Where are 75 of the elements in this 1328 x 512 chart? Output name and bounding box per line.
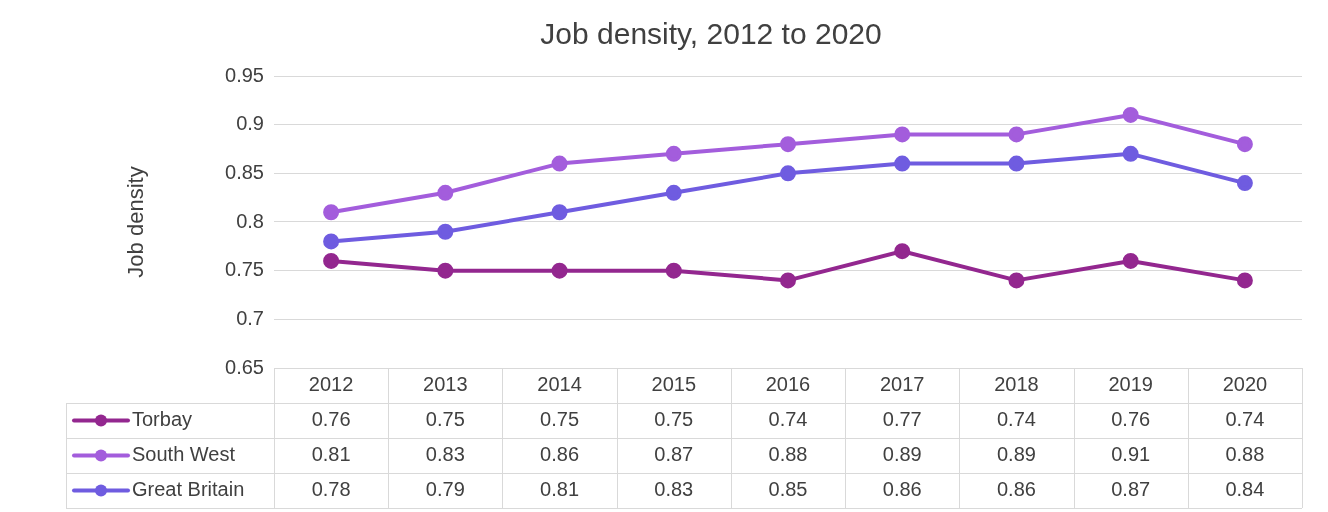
data-label: 0.88 bbox=[1225, 443, 1265, 466]
data-label: 0.86 bbox=[882, 478, 922, 501]
point bbox=[437, 223, 454, 240]
y-tick-label: 0.85 bbox=[225, 160, 264, 183]
point bbox=[665, 184, 682, 201]
point bbox=[323, 252, 340, 269]
x-tick-label: 2017 bbox=[879, 373, 925, 396]
point bbox=[437, 184, 454, 201]
point bbox=[1122, 106, 1139, 123]
y-tick-label: 0.65 bbox=[225, 355, 264, 378]
point bbox=[1122, 252, 1139, 269]
point bbox=[323, 233, 340, 250]
point bbox=[780, 272, 796, 289]
x-tick-label: 2013 bbox=[423, 373, 468, 396]
point bbox=[1008, 272, 1025, 289]
data-label: 0.81 bbox=[311, 443, 351, 466]
data-label: 0.85 bbox=[768, 478, 808, 501]
y-tick-label: 0.75 bbox=[225, 258, 264, 281]
legend-label: Great Britain bbox=[132, 478, 245, 501]
data-label: 0.84 bbox=[1225, 478, 1265, 501]
data-label: 0.87 bbox=[1111, 478, 1151, 501]
x-tick-label: 2012 bbox=[308, 373, 354, 396]
y-tick-label: 0.7 bbox=[236, 306, 264, 329]
chart-title: Job density, 2012 to 2020 bbox=[540, 17, 882, 51]
point bbox=[894, 155, 911, 172]
point bbox=[894, 126, 911, 143]
point bbox=[437, 262, 454, 279]
x-tick-label: 2015 bbox=[651, 373, 697, 396]
point bbox=[780, 136, 796, 153]
point bbox=[551, 204, 568, 221]
data-label: 0.76 bbox=[1111, 408, 1151, 431]
legend-label: South West bbox=[132, 443, 236, 466]
y-tick-label: 0.9 bbox=[236, 112, 264, 135]
x-tick-label: 2020 bbox=[1222, 373, 1268, 396]
data-label: 0.86 bbox=[996, 478, 1036, 501]
y-tick-label: 0.95 bbox=[225, 63, 264, 86]
data-label: 0.87 bbox=[654, 443, 694, 466]
data-label: 0.74 bbox=[768, 408, 808, 431]
point bbox=[780, 165, 796, 182]
point bbox=[1236, 175, 1253, 192]
data-label: 0.75 bbox=[654, 408, 694, 431]
y-tick-label: 0.8 bbox=[236, 209, 264, 232]
point bbox=[665, 262, 682, 279]
y-axis-title: Job density bbox=[123, 166, 149, 278]
x-tick-label: 2014 bbox=[537, 373, 582, 396]
point bbox=[1236, 272, 1253, 289]
data-label: 0.76 bbox=[311, 408, 351, 431]
data-label: 0.83 bbox=[654, 478, 694, 501]
point bbox=[1008, 155, 1025, 172]
x-tick-label: 2018 bbox=[994, 373, 1039, 396]
data-label: 0.83 bbox=[425, 443, 465, 466]
data-label: 0.77 bbox=[882, 408, 922, 431]
data-label: 0.89 bbox=[996, 443, 1036, 466]
data-label: 0.78 bbox=[311, 478, 351, 501]
data-label: 0.75 bbox=[425, 408, 465, 431]
point bbox=[551, 155, 568, 172]
point bbox=[894, 243, 911, 260]
legend-label: Torbay bbox=[132, 408, 193, 431]
data-label: 0.79 bbox=[425, 478, 465, 501]
x-tick-label: 2016 bbox=[765, 373, 811, 396]
x-tick-label: 2019 bbox=[1108, 373, 1153, 396]
data-label: 0.81 bbox=[540, 478, 580, 501]
data-label: 0.89 bbox=[882, 443, 922, 466]
point bbox=[323, 204, 340, 221]
data-label: 0.91 bbox=[1111, 443, 1151, 466]
data-label: 0.86 bbox=[540, 443, 580, 466]
point bbox=[1122, 145, 1139, 162]
data-label: 0.88 bbox=[768, 443, 808, 466]
point bbox=[1236, 136, 1253, 153]
point bbox=[1008, 126, 1025, 143]
point bbox=[551, 262, 568, 279]
point bbox=[665, 145, 682, 162]
data-label: 0.75 bbox=[540, 408, 580, 431]
data-label: 0.74 bbox=[996, 408, 1036, 431]
data-label: 0.74 bbox=[1225, 408, 1265, 431]
